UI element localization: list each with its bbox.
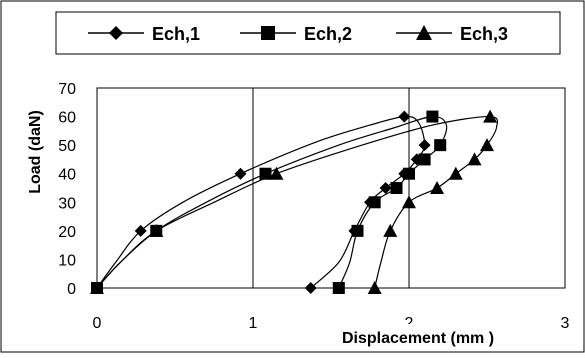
y-tick-label: 20 — [58, 224, 76, 241]
data-point-ech-1 — [379, 182, 392, 194]
x-axis-title-backing — [340, 324, 558, 348]
data-point-ech-3 — [467, 152, 482, 166]
data-point-ech-3 — [269, 166, 284, 180]
y-tick-label: 30 — [58, 195, 76, 212]
data-point-ech-2 — [332, 282, 345, 294]
data-point-ech-1 — [234, 167, 247, 180]
x-axis-ticks: 0 1 2 3 — [93, 315, 570, 332]
legend-marker-ech-1 — [109, 26, 123, 40]
data-point-ech-2 — [390, 182, 403, 194]
x-tick-label: 1 — [249, 315, 258, 332]
legend-marker-ech-2 — [261, 26, 275, 40]
data-point-ech-2 — [368, 196, 381, 209]
legend: Ech,1 Ech,2 Ech,3 — [88, 24, 508, 44]
x-axis-title: Displacement (mm ) — [342, 330, 494, 347]
legend-marker-ech-3 — [416, 25, 432, 40]
x-tick-label: 0 — [93, 315, 102, 332]
y-tick-label: 70 — [58, 81, 76, 98]
y-axis-ticks: 0 10 20 30 40 50 60 70 — [58, 81, 76, 298]
x-tick-label: 2 — [405, 315, 414, 332]
data-point-ech-3 — [149, 223, 164, 237]
data-point-ech-3 — [367, 281, 382, 294]
data-point-ech-2 — [403, 167, 415, 180]
legend-label-ech-2: Ech,2 — [304, 24, 352, 44]
data-point-ech-2 — [426, 110, 439, 123]
data-point-ech-3 — [383, 223, 398, 237]
x-tick-label: 3 — [561, 315, 570, 332]
data-point-ech-2 — [418, 153, 431, 166]
data-point-ech-2 — [351, 224, 364, 237]
series-line-ech-2 — [96, 115, 448, 289]
data-point-ech-2 — [259, 167, 272, 180]
legend-label-ech-1: Ech,1 — [152, 24, 200, 44]
series-markers — [90, 109, 498, 294]
y-tick-label: 50 — [58, 138, 76, 155]
data-point-ech-1 — [134, 224, 147, 237]
data-point-ech-3 — [90, 281, 104, 294]
data-point-ech-2 — [434, 139, 447, 152]
y-tick-label: 60 — [58, 110, 76, 127]
data-point-ech-3 — [480, 138, 494, 152]
data-point-ech-3 — [430, 181, 445, 194]
y-tick-label: 10 — [58, 252, 76, 269]
y-axis-title: Load (daN) — [27, 110, 44, 194]
data-point-ech-1 — [418, 139, 431, 152]
data-point-ech-3 — [402, 195, 416, 209]
series-line-ech-1 — [96, 115, 426, 289]
grid — [252, 88, 410, 288]
y-tick-label: 40 — [58, 167, 76, 184]
data-point-ech-1 — [304, 282, 317, 294]
y-tick-label: 0 — [67, 281, 76, 298]
legend-label-ech-3: Ech,3 — [460, 24, 508, 44]
data-point-ech-3 — [448, 166, 463, 180]
data-point-ech-1 — [398, 110, 411, 123]
data-point-ech-3 — [483, 109, 498, 123]
